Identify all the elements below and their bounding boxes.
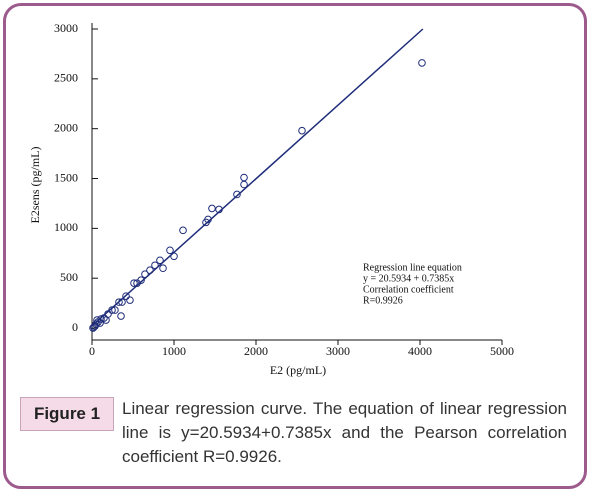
y-tick-label: 2500 [54,71,78,85]
point [179,226,187,235]
point [115,298,123,306]
caption: Linear regression curve. The equation of… [122,399,567,466]
annotation: Regression line equation [363,262,462,273]
point [159,264,167,273]
x-tick-label: 3000 [326,344,350,358]
annotation: R=0.9926 [363,295,403,306]
point [130,279,138,287]
point [156,256,164,265]
point [96,319,104,327]
x-tick-label: 5000 [490,344,514,358]
x-tick-label: 1000 [162,344,186,358]
y-tick-label: 2000 [54,120,78,134]
y-tick-label: 1000 [54,220,78,234]
point [233,190,241,199]
point [102,316,110,324]
y-tick-label: 500 [60,270,78,284]
y-tick-label: 3000 [54,21,78,35]
y-axis-label: E2sens (pg/mL) [28,147,42,224]
regression-line [91,28,424,327]
point [117,312,125,320]
annotation: Correlation coefficient [363,284,454,295]
x-tick-label: 2000 [244,344,268,358]
point [126,296,134,304]
point [208,204,216,213]
x-tick-label: 4000 [408,344,432,358]
point [240,173,248,182]
point [240,180,248,189]
x-axis-label: E2 (pg/mL) [270,363,326,377]
y-tick-label: 1500 [54,170,78,184]
point [298,126,306,135]
figure-label: Figure 1 [20,397,114,431]
x-tick-label: 0 [89,344,95,358]
annotation: y = 20.5934 + 0.7385x [363,273,454,284]
figure-frame [3,3,587,489]
point [166,246,174,255]
point [418,59,426,67]
y-tick-label: 0 [72,320,78,334]
point [111,306,119,314]
point [122,292,130,300]
